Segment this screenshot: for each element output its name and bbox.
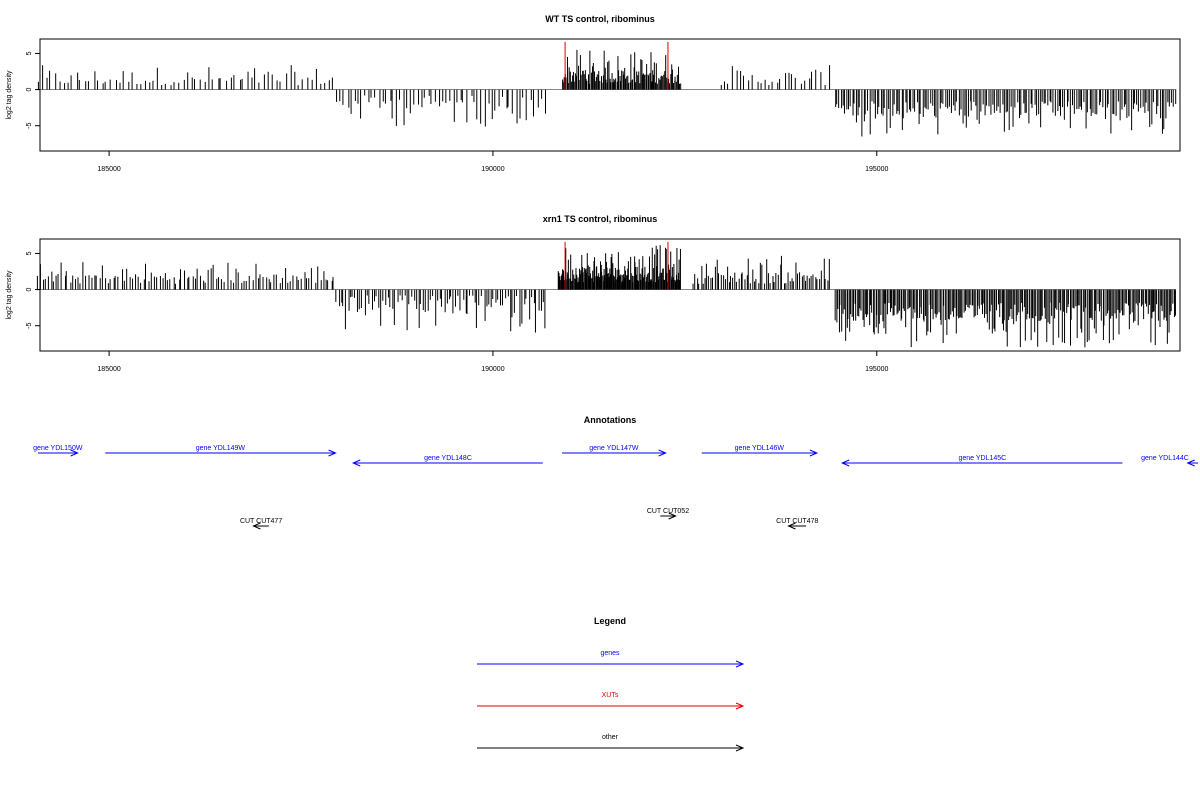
legend-item-label: other (602, 734, 619, 741)
annotation-feature: gene YDL146W (701, 445, 819, 457)
arrowhead-icon (735, 744, 745, 752)
feature-label: gene YDL147W (589, 445, 639, 452)
bar-series-4 (692, 255, 830, 290)
y-tick-label: 0 (26, 88, 33, 92)
annotation-feature: gene YDL144C (1141, 455, 1198, 467)
arrowhead-icon (328, 449, 337, 457)
chart-title: WT TS control, ribominus (545, 14, 655, 24)
legend: Legend genes XUTs other (477, 616, 745, 752)
legend-item: genes (477, 650, 745, 668)
feature-label: gene YDL149W (196, 445, 246, 452)
chart-title: xrn1 TS control, ribominus (543, 214, 658, 224)
annotation-feature: gene YDL145C (840, 455, 1123, 467)
y-tick-label: -5 (26, 322, 33, 328)
annotations-title: Annotations (584, 415, 637, 425)
chart-panel-2: xrn1 TS control, ribominus log2 tag densi… (6, 214, 1181, 373)
bar-series-1 (36, 262, 334, 290)
arrowhead-icon (70, 449, 79, 457)
arrowhead-icon (809, 449, 819, 457)
y-tick-label: 5 (26, 51, 33, 55)
arrowhead-icon (252, 522, 261, 530)
feature-label: gene YDL144C (1141, 455, 1189, 462)
feature-label: gene YDL148C (424, 455, 472, 462)
arrowhead-icon (787, 522, 796, 530)
annotation-feature: CUT CUT477 (240, 518, 282, 530)
y-tick-label: -5 (26, 122, 33, 128)
legend-item-label: genes (600, 650, 620, 657)
x-tick-label: 185000 (97, 166, 120, 173)
arrowhead-icon (351, 459, 361, 467)
annotation-feature: gene YDL150W (33, 445, 83, 457)
bar-series-2 (336, 89, 546, 127)
feature-label: gene YDL146W (735, 445, 785, 452)
y-tick-label: 0 (26, 288, 33, 292)
annotation-feature: gene YDL147W (562, 445, 667, 457)
arrowhead-icon (735, 702, 745, 710)
feature-label: gene YDL145C (958, 455, 1006, 462)
bar-series-5 (835, 89, 1177, 137)
legend-item: XUTs (477, 692, 745, 710)
x-tick-label: 190000 (481, 166, 504, 173)
arrowhead-icon (1186, 459, 1195, 467)
annotation-feature: gene YDL148C (351, 455, 543, 467)
feature-label: gene YDL150W (33, 445, 83, 452)
bar-series-5 (834, 289, 1176, 348)
arrowhead-icon (840, 459, 850, 467)
x-tick-label: 195000 (865, 166, 888, 173)
x-tick-label: 185000 (97, 366, 120, 373)
legend-title: Legend (594, 616, 626, 626)
legend-item-label: XUTs (602, 692, 619, 699)
bar-series-3 (562, 49, 682, 90)
y-tick-label: 5 (26, 251, 33, 255)
bar-series-3 (557, 245, 681, 290)
arrowhead-icon (735, 660, 745, 668)
annotations-track: Annotations gene YDL150W gene YDL149W gene … (33, 415, 1198, 530)
feature-label: CUT CUT478 (776, 518, 818, 525)
bar-series-1 (37, 65, 333, 90)
y-axis-label: log2 tag density (6, 270, 13, 320)
plot-frame (39, 238, 1181, 352)
feature-label: CUT CUT052 (647, 508, 689, 515)
x-tick-label: 190000 (481, 366, 504, 373)
arrowhead-icon (658, 449, 667, 457)
chart-panel-1: WT TS control, ribominus log2 tag density… (6, 14, 1181, 173)
y-axis-label: log2 tag density (6, 70, 13, 120)
feature-label: CUT CUT477 (240, 518, 282, 525)
legend-item: other (477, 734, 745, 752)
annotation-feature: CUT CUT052 (647, 508, 689, 520)
annotation-feature: CUT CUT478 (776, 518, 819, 530)
x-tick-label: 195000 (865, 366, 888, 373)
bar-series-4 (720, 65, 831, 90)
annotation-feature: gene YDL149W (105, 445, 337, 457)
bar-series-2 (335, 289, 546, 333)
plot-frame (39, 38, 1181, 152)
arrowhead-icon (668, 512, 677, 520)
